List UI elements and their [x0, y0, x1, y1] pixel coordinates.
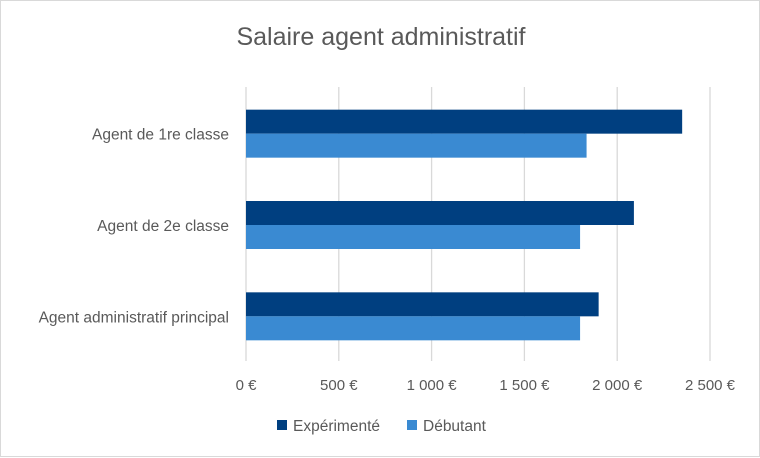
x-tick-label: 1 500 € — [499, 377, 550, 394]
x-tick-label: 0 € — [236, 377, 258, 394]
bar-experimente — [246, 109, 683, 134]
legend-swatch — [277, 420, 287, 430]
category-label: Agent de 1re classe — [92, 127, 229, 144]
legend-swatch — [407, 420, 417, 430]
bar-experimente — [246, 201, 634, 225]
category-label: Agent de 2e classe — [97, 218, 229, 235]
bar-debutant — [246, 316, 581, 341]
x-tick-label: 500 € — [320, 377, 358, 394]
bar-debutant — [246, 225, 581, 249]
x-tick-label: 1 000 € — [407, 377, 458, 394]
legend-label: Débutant — [423, 418, 487, 435]
legend-label: Expérimenté — [293, 418, 380, 435]
chart-title: Salaire agent administratif — [236, 23, 525, 51]
bar-debutant — [246, 133, 587, 158]
bar-experimente — [246, 292, 599, 317]
x-tick-label: 2 000 € — [592, 377, 643, 394]
category-label: Agent administratif principal — [39, 309, 229, 326]
x-tick-label: 2 500 € — [685, 377, 736, 394]
